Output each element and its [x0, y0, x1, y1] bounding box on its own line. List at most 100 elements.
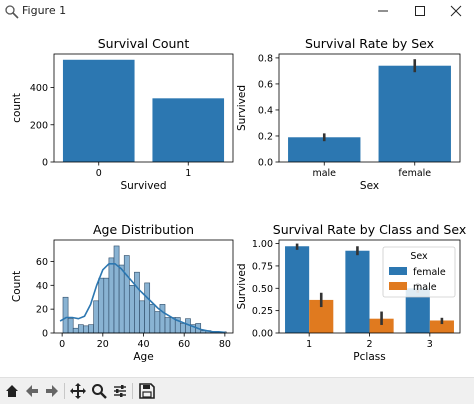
age-distribution-xtick-label: 0	[59, 339, 65, 350]
survival-rate-class-sex-bar-female	[345, 250, 370, 333]
home-icon	[6, 385, 18, 397]
age-distribution-hist-bar	[180, 323, 186, 334]
toolbar-separator	[64, 383, 65, 399]
zoom-button[interactable]	[89, 381, 109, 401]
pan-move-icon	[70, 383, 86, 399]
survival-count-xtick-label: 0	[96, 168, 102, 179]
survival-count-bar	[152, 98, 225, 162]
age-distribution-ylabel: Count	[11, 271, 23, 302]
survival-rate-sex-ytick-label: 0.6	[258, 79, 273, 90]
survival-rate-sex-xlabel: Sex	[360, 180, 379, 192]
age-distribution-hist-bar	[72, 327, 79, 334]
survival-count-bar	[62, 59, 135, 162]
survival-rate-class-sex-legend-swatch-female	[389, 267, 407, 275]
survival-rate-sex-axes-frame	[278, 53, 461, 163]
home-button[interactable]	[2, 381, 22, 401]
survival-rate-class-sex-axes-frame	[278, 239, 461, 334]
age-distribution-title: Age Distribution	[93, 222, 194, 237]
back-arrow-icon	[26, 385, 38, 397]
survival-rate-class-sex-xtick-label: 1	[306, 339, 312, 350]
survival-count-axes-frame	[53, 53, 234, 163]
age-distribution-hist-bar	[108, 257, 115, 334]
survival-rate-class-sex-ytick-label: 0.50	[252, 284, 273, 295]
age-distribution-hist-bar	[62, 296, 69, 334]
minimize-button[interactable]	[367, 0, 399, 22]
survival-rate-class-sex-legend: Sex female male	[382, 246, 456, 298]
survival-rate-sex-bar	[378, 65, 451, 162]
age-distribution-hist-bar	[129, 285, 135, 334]
forward-arrow-icon	[46, 385, 58, 397]
close-button[interactable]	[440, 0, 472, 22]
back-button[interactable]	[22, 381, 42, 401]
age-distribution-hist-bar	[144, 282, 151, 334]
forward-button[interactable]	[42, 381, 62, 401]
age-distribution-ytick-label: 60	[36, 257, 48, 268]
survival-rate-class-sex-xtick-label: 2	[366, 339, 372, 350]
survival-rate-sex-xtick-label: male	[312, 168, 336, 179]
age-distribution-hist-bar	[134, 271, 140, 334]
survival-count-ylabel: count	[11, 93, 23, 123]
survival-rate-sex-chart: male female 0.0 0.2 0.4 0.6 0.8 Survival Rate b…	[236, 36, 461, 192]
age-distribution-hist-bar	[88, 324, 94, 334]
age-distribution-hist-bar	[139, 300, 145, 334]
maximize-icon	[415, 6, 425, 16]
survival-rate-class-sex-xlabel: Pclass	[353, 351, 385, 363]
figure-canvas[interactable]: 0 1 0 200 400 Survival Count Survived count male…	[0, 22, 474, 377]
survival-rate-class-sex-legend-label-male: male	[413, 282, 437, 293]
age-distribution-ytick-label: 40	[36, 281, 48, 292]
survival-rate-class-sex-ytick-label: 0.25	[252, 306, 273, 317]
pyplot-app-icon	[5, 5, 19, 19]
age-distribution-xtick-label: 40	[137, 339, 149, 350]
maximize-button[interactable]	[404, 0, 436, 22]
survival-count-xtick-label: 1	[185, 168, 191, 179]
age-distribution-chart: 0 20 40 60 80 0 20 40 60 Age Distribution Age Count	[11, 222, 234, 363]
survival-rate-sex-ytick-label: 0.0	[258, 158, 273, 169]
age-distribution-xlabel: Age	[133, 351, 153, 363]
toolbar-separator	[132, 383, 133, 399]
survival-rate-sex-ytick-label: 0.2	[258, 131, 273, 142]
survival-rate-sex-bar	[288, 137, 361, 162]
survival-count-ytick-label: 200	[30, 120, 48, 131]
survival-rate-class-sex-xtick-label: 3	[427, 339, 433, 350]
survival-rate-class-sex-ylabel: Survived	[236, 263, 248, 309]
survival-rate-class-sex-bar-male	[429, 320, 454, 333]
age-distribution-hist-bar	[98, 277, 105, 334]
configure-subplots-button[interactable]	[110, 381, 130, 401]
save-floppy-icon	[139, 383, 155, 399]
age-distribution-hist-bar	[93, 300, 100, 334]
close-icon	[450, 5, 462, 17]
survival-count-ytick-label: 400	[30, 83, 48, 94]
survival-count-chart: 0 1 0 200 400 Survival Count Survived count	[11, 36, 234, 192]
survival-rate-class-sex-legend-swatch-male	[389, 282, 407, 290]
age-distribution-hist-bar	[149, 304, 156, 334]
age-distribution-hist-bar	[77, 324, 84, 334]
survival-count-ytick-label: 0	[42, 158, 48, 169]
age-distribution-hist-bar	[164, 317, 171, 334]
survival-count-title: Survival Count	[98, 36, 190, 51]
survival-rate-class-sex-legend-label-female: female	[413, 267, 446, 278]
survival-rate-sex-xtick-label: female	[398, 168, 431, 179]
age-distribution-axes-frame	[53, 239, 234, 334]
age-distribution-hist-bar	[113, 245, 120, 334]
survival-rate-class-sex-bar-male	[369, 318, 394, 333]
survival-rate-class-sex-bar-female	[285, 246, 310, 333]
pan-button[interactable]	[68, 381, 88, 401]
survival-rate-class-sex-legend-title: Sex	[410, 251, 428, 262]
age-distribution-hist-bar	[118, 264, 125, 334]
survival-rate-sex-ytick-label: 0.4	[258, 105, 273, 116]
age-distribution-xtick-label: 60	[178, 339, 190, 350]
age-distribution-hist-bar	[154, 311, 161, 334]
survival-rate-class-sex-title: Survival Rate by Class and Sex	[273, 222, 466, 237]
window-title: Figure 1	[22, 4, 67, 17]
age-distribution-xtick-label: 20	[97, 339, 109, 350]
survival-rate-class-sex-ytick-label: 0.75	[252, 261, 273, 272]
save-button[interactable]	[137, 381, 157, 401]
survival-count-xlabel: Survived	[120, 180, 166, 192]
age-distribution-hist-bar	[123, 255, 130, 334]
age-distribution-hist-bar	[159, 304, 166, 334]
survival-rate-sex-title: Survival Rate by Sex	[305, 36, 434, 51]
zoom-magnifier-icon	[92, 384, 107, 399]
age-distribution-ytick-label: 0	[42, 329, 48, 340]
